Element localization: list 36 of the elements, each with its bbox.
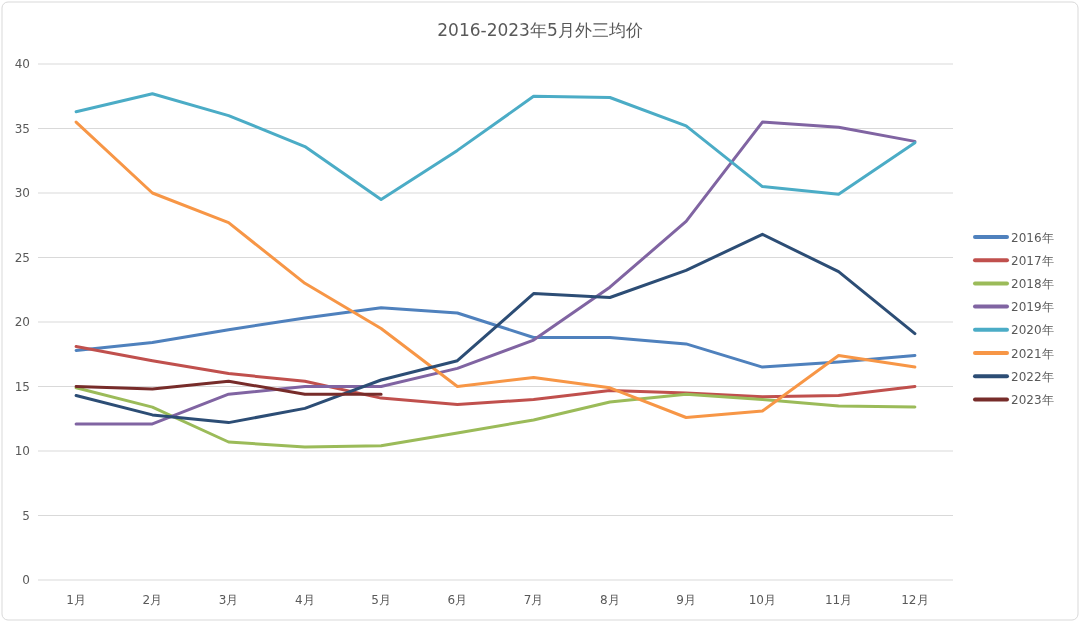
x-tick-label: 8月 <box>600 593 620 607</box>
x-tick-label: 2月 <box>142 593 163 607</box>
line-series <box>74 379 383 396</box>
x-tick-label: 3月 <box>218 593 239 607</box>
line-series <box>74 232 917 425</box>
legend-label: 2017年 <box>1011 253 1054 268</box>
line-series <box>74 92 917 201</box>
legend-label: 2022年 <box>1011 369 1054 384</box>
y-tick-label: 30 <box>14 186 30 200</box>
legend-label: 2019年 <box>1011 300 1054 315</box>
chart-title: 2016-2023年5月外三均价 <box>437 20 643 40</box>
y-tick-label: 10 <box>14 444 30 458</box>
legend-label: 2016年 <box>1011 230 1054 245</box>
x-tick-label: 12月 <box>901 593 929 607</box>
x-tick-label: 5月 <box>371 593 391 607</box>
y-tick-label: 25 <box>14 250 30 265</box>
legend-label: 2023年 <box>1011 392 1054 407</box>
y-tick-label: 35 <box>14 121 30 136</box>
legend-label: 2021年 <box>1011 346 1054 361</box>
x-tick-label: 6月 <box>447 593 468 607</box>
line-series <box>74 306 917 369</box>
legend-label: 2020年 <box>1011 323 1054 338</box>
x-tick-label: 9月 <box>676 593 696 607</box>
line-series <box>74 345 917 407</box>
y-tick-label: 5 <box>22 508 30 523</box>
y-tick-label: 20 <box>14 315 30 329</box>
x-tick-label: 7月 <box>523 593 544 607</box>
y-tick-label: 0 <box>22 573 30 587</box>
x-tick-label: 1月 <box>66 593 86 607</box>
legend-label: 2018年 <box>1011 276 1054 291</box>
x-tick-label: 11月 <box>824 593 853 607</box>
y-tick-label: 40 <box>14 57 30 71</box>
y-tick-label: 15 <box>14 379 30 394</box>
x-tick-label: 4月 <box>295 593 315 607</box>
x-tick-label: 10月 <box>748 593 777 607</box>
line-series <box>74 386 917 449</box>
